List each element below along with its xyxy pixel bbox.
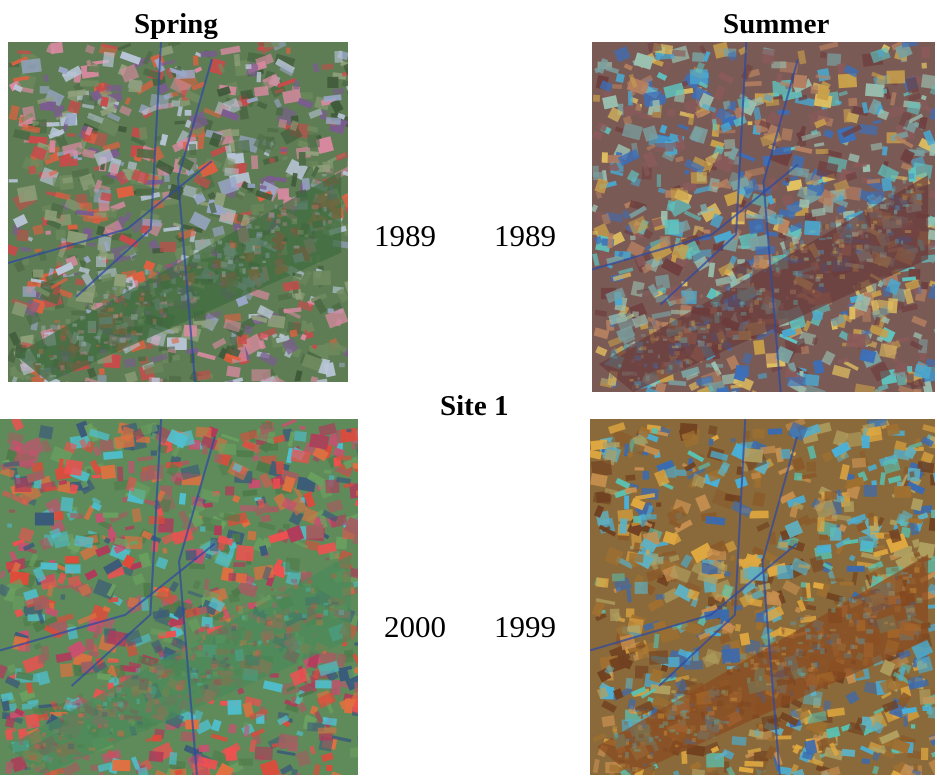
summer-heading: Summer	[723, 8, 830, 40]
site-heading: Site 1	[440, 390, 509, 422]
spring-heading: Spring	[134, 8, 218, 40]
satellite-image-summer-1999	[590, 419, 935, 775]
year-label-spring-top: 1989	[374, 218, 436, 253]
satellite-image-spring-2000	[0, 419, 358, 775]
satellite-image-spring-1989	[8, 42, 348, 382]
satellite-image-summer-1989	[592, 42, 935, 392]
year-label-spring-bottom: 2000	[384, 609, 446, 644]
year-label-summer-top: 1989	[494, 218, 556, 253]
year-label-summer-bottom: 1999	[494, 609, 556, 644]
